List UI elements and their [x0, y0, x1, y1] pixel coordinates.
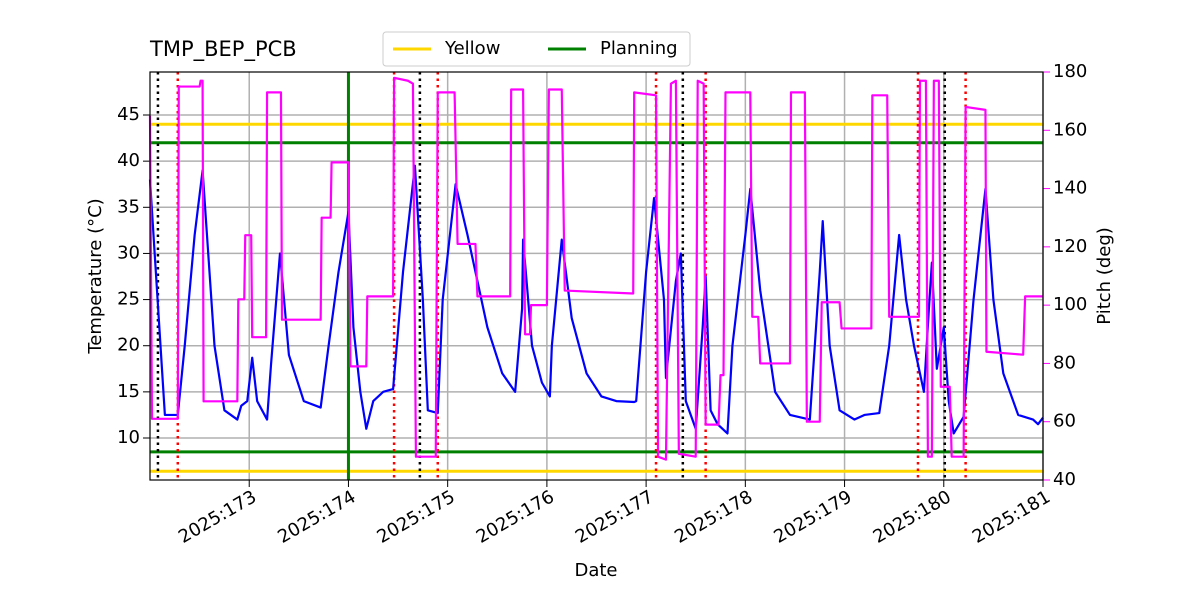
y2-tick-label: 180 — [1053, 61, 1087, 82]
y2-axis-label: Pitch (deg) — [1094, 227, 1115, 325]
plot-frame — [149, 71, 1044, 481]
x-tick-label: 2025:179 — [770, 486, 855, 547]
x-tick-label: 2025:173 — [175, 486, 260, 547]
y-tick-label: 25 — [117, 289, 140, 310]
y2-tick-label: 120 — [1053, 236, 1087, 257]
legend-label: Yellow — [444, 38, 500, 59]
y2-tick-label: 100 — [1053, 294, 1087, 315]
x-axis-label: Date — [574, 560, 617, 581]
data-line — [148, 76, 1043, 461]
y-tick-label: 35 — [117, 196, 140, 217]
legend-label: Planning — [600, 38, 678, 59]
legend-box — [382, 31, 691, 67]
x-tick-label: 2025:177 — [572, 486, 657, 547]
y-tick-label: 20 — [117, 335, 140, 356]
y2-tick-label: 160 — [1053, 119, 1087, 140]
chart-title: TMP_BEP_PCB — [149, 37, 297, 62]
y-tick-label: 40 — [117, 150, 140, 171]
x-tick-label: 2025:175 — [373, 486, 458, 547]
x-tick-label: 2025:180 — [870, 486, 955, 547]
x-tick-label: 2025:181 — [969, 486, 1054, 547]
x-tick-label: 2025:176 — [473, 486, 558, 547]
y2-tick-label: 80 — [1053, 352, 1076, 373]
y-tick-label: 10 — [117, 427, 140, 448]
x-tick-label: 2025:178 — [671, 486, 756, 547]
x-tick-label: 2025:174 — [274, 486, 359, 547]
y-tick-label: 30 — [117, 242, 140, 263]
y2-tick-label: 140 — [1053, 178, 1087, 199]
y-axis-label: Temperature (°C) — [85, 198, 106, 354]
y-tick-label: 15 — [117, 381, 140, 402]
y2-tick-label: 40 — [1053, 469, 1076, 490]
y2-tick-label: 60 — [1053, 411, 1076, 432]
data-line — [148, 164, 1044, 435]
y-tick-label: 45 — [117, 104, 140, 125]
